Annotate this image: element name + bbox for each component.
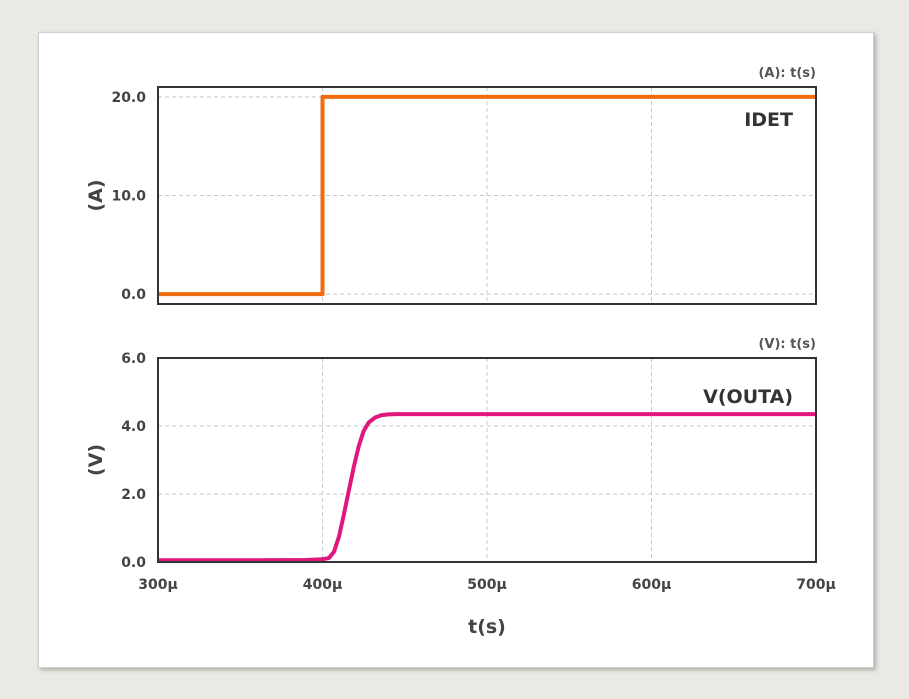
xtick-label: 600µ [632,577,672,593]
xtick-label: 400µ [303,577,343,593]
current-corner-label: (A): t(s) [758,66,816,81]
current-panel: 0.0 10.0 20.0 (A): t(s) (A) IDET [85,66,817,305]
voltage-corner-label: (V): t(s) [758,337,816,352]
xtick-label: 300µ [138,577,178,593]
voltage-ytick-label: 6.0 [121,351,146,367]
voltage-ytick-label: 2.0 [121,487,146,503]
current-series-line [158,94,816,297]
current-plot-frame [157,86,817,305]
voltage-ytick-label: 0.0 [121,555,146,571]
current-y-axis-label: (A) [85,179,107,211]
voltage-ytick-label: 4.0 [121,419,146,435]
voltage-series-line [158,412,816,563]
current-ytick-label: 0.0 [121,287,146,303]
voltage-plot-frame [157,357,817,563]
vouta-trace-label: V(OUTA) [703,386,793,408]
xtick-label: 500µ [467,577,507,593]
idet-trace-label: IDET [744,109,793,131]
xtick-label: 700µ [796,577,836,593]
current-ytick-label: 10.0 [111,189,146,205]
x-axis-label: t(s) [468,616,506,638]
current-ytick-label: 20.0 [111,90,146,106]
voltage-y-axis-label: (V) [85,444,107,476]
voltage-panel: 0.0 2.0 4.0 6.0 300µ 400µ 500µ 600µ 700µ (V): t… [85,337,836,638]
